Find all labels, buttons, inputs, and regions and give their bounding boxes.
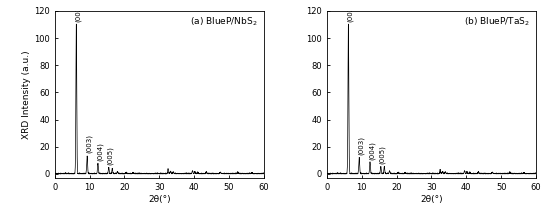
Text: (b) BlueP/TaS$_2$: (b) BlueP/TaS$_2$ [464,16,530,28]
X-axis label: 2θ(°): 2θ(°) [148,195,171,204]
Text: (004): (004) [369,141,375,159]
X-axis label: 2θ(°): 2θ(°) [420,195,443,204]
Text: (002): (002) [347,3,353,22]
Text: (005): (005) [379,145,386,164]
Text: (005): (005) [107,146,114,165]
Text: (003): (003) [86,135,92,153]
Text: (002): (002) [75,3,82,22]
Text: (004): (004) [96,142,103,161]
Text: (003): (003) [358,136,364,155]
Text: (a) BlueP/NbS$_2$: (a) BlueP/NbS$_2$ [190,16,258,28]
Y-axis label: XRD Intensity (a.u.): XRD Intensity (a.u.) [22,50,31,139]
